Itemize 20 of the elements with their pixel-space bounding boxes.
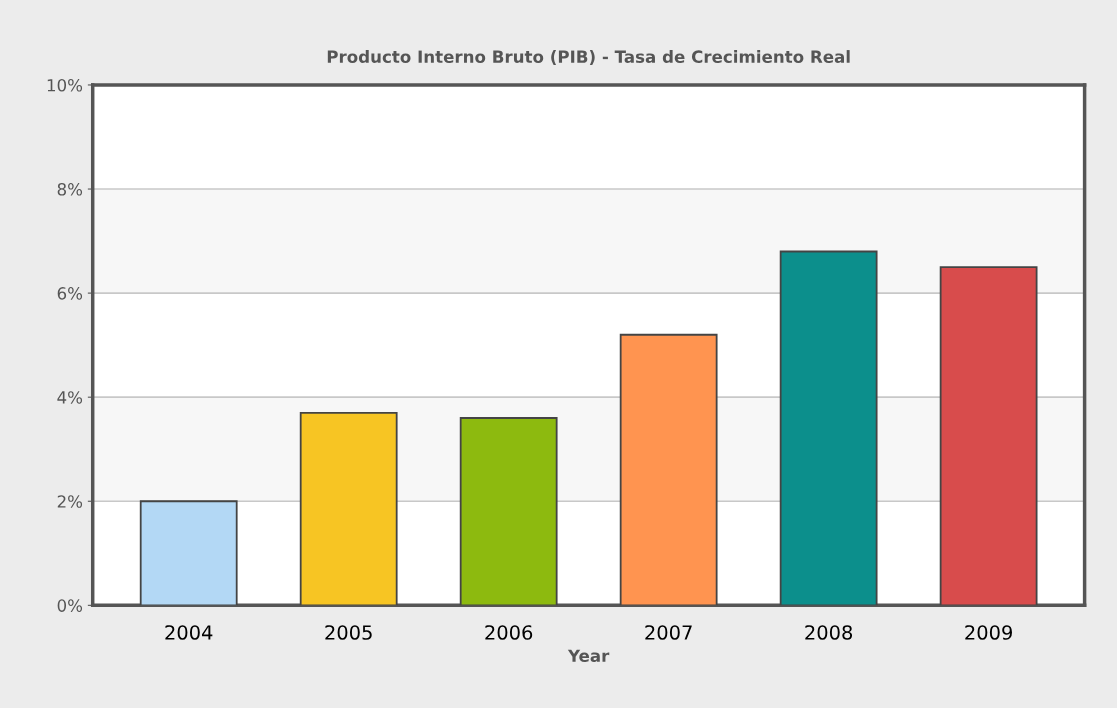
bar <box>779 250 878 606</box>
x-tick-label: 2008 <box>805 625 853 640</box>
bar <box>299 411 398 606</box>
y-tick-label: 8% <box>57 183 83 196</box>
y-tick-label: 0% <box>57 599 83 612</box>
x-tick-label: 2004 <box>165 625 213 640</box>
y-tick-label: 4% <box>57 391 83 404</box>
bar <box>619 333 718 606</box>
chart-title: Producto Interno Bruto (PIB) - Tasa de Crecimiento Real <box>327 50 850 65</box>
x-tick-label: 2006 <box>485 625 533 640</box>
bar <box>459 417 558 606</box>
bar <box>139 500 238 606</box>
y-tick-label: 10% <box>47 78 83 92</box>
x-tick-label: 2009 <box>965 625 1012 640</box>
y-tick-label: 6% <box>57 287 83 300</box>
y-tick-label: 2% <box>57 495 83 508</box>
x-tick-label: 2007 <box>645 625 692 640</box>
x-axis-title: Year <box>567 649 610 663</box>
x-tick-label: 2005 <box>325 625 372 640</box>
bar <box>939 266 1038 606</box>
